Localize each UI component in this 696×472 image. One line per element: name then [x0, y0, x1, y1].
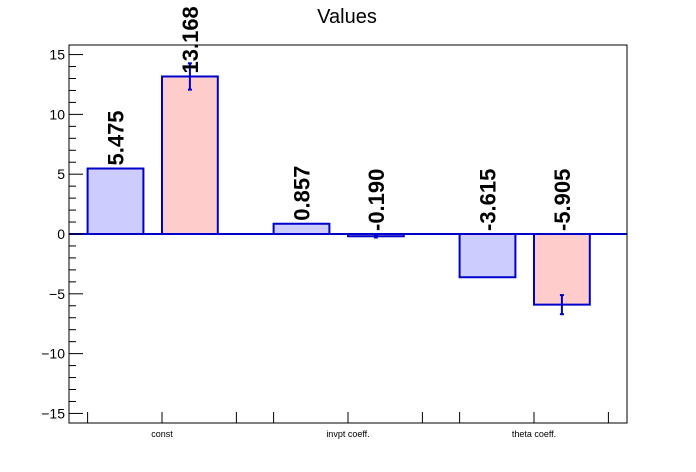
y-tick-label: −10 — [41, 346, 65, 362]
data-label: 13.168 — [178, 6, 203, 73]
bar — [272, 222, 331, 236]
y-tick-label: −15 — [41, 405, 65, 421]
data-label: 0.857 — [290, 166, 315, 221]
bar — [533, 233, 591, 306]
data-label: -0.190 — [364, 169, 389, 231]
x-category-label: invpt coeff. — [326, 429, 369, 439]
bar — [161, 75, 219, 235]
error-bars-layer — [187, 62, 564, 316]
bar — [86, 167, 145, 235]
y-tick-label: −5 — [49, 286, 65, 302]
data-label: -5.905 — [550, 169, 575, 231]
y-tick-label: 5 — [57, 166, 65, 182]
chart-title: Values — [317, 6, 377, 28]
value-labels-layer: 5.475 0.857 -3.615 13.168 -0.190 -5.905 — [104, 6, 575, 231]
bar — [458, 233, 517, 279]
y-tick-label: 15 — [49, 47, 65, 63]
x-category-label: const — [151, 429, 173, 439]
y-tick-label: 0 — [57, 226, 65, 242]
x-category-label: theta coeff. — [512, 429, 556, 439]
bars-layer — [86, 75, 591, 306]
y-tick-label: 10 — [49, 106, 65, 122]
data-label: -3.615 — [476, 169, 501, 231]
axes-layer: 15 10 5 0 −5 −10 −15 const invpt coeff. theta coe… — [41, 47, 609, 439]
data-label: 5.475 — [104, 110, 129, 165]
